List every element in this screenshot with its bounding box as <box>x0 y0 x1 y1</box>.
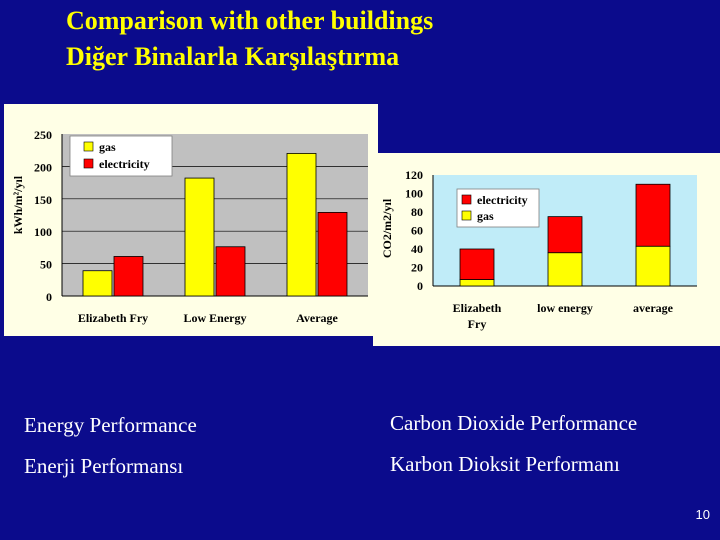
carbon-caption-english: Carbon Dioxide Performance <box>390 411 638 435</box>
legend: gas electricity <box>69 135 173 177</box>
y-axis-label: kWh/m²/yıl <box>11 175 25 234</box>
energy-chart-panel: 0 50 100 150 200 250 kWh/m²/yıl Elizabeth Fry Lo… <box>4 104 378 336</box>
bar-gas <box>635 245 671 287</box>
legend-swatch-electricity <box>461 194 472 205</box>
slide-title-english: Comparison with other buildings <box>66 6 434 35</box>
legend-swatch-electricity <box>83 158 94 169</box>
bar-electricity <box>547 216 583 254</box>
y-tick-label: 150 <box>34 193 52 207</box>
legend-label-electricity: electricity <box>477 193 528 207</box>
y-tick-label: 100 <box>34 225 52 239</box>
co2-chart: 0 20 40 60 80 100 120 CO2/m2/yıl Elizabeth Fry low… <box>380 168 697 331</box>
energy-caption-english: Energy Performance <box>24 413 197 437</box>
energy-chart: 0 50 100 150 200 250 kWh/m²/yıl Elizabeth Fry Lo… <box>11 128 368 325</box>
bar-electricity <box>317 212 348 297</box>
legend-label-gas: gas <box>477 209 494 223</box>
legend: electricity gas <box>456 188 540 228</box>
x-tick-label: Elizabeth Fry <box>78 311 148 325</box>
legend-swatch-gas <box>461 210 472 221</box>
legend-box <box>456 188 540 228</box>
y-tick-label: 120 <box>405 168 423 182</box>
bar-gas <box>82 270 113 297</box>
energy-caption-turkish: Enerji Performansı <box>24 454 184 478</box>
bar-gas <box>459 279 495 287</box>
carbon-caption-turkish: Karbon Dioksit Performanı <box>390 452 620 476</box>
x-tick-label: Average <box>296 311 338 325</box>
page-number: 10 <box>695 507 710 522</box>
y-tick-label: 60 <box>411 224 423 238</box>
y-tick-label: 50 <box>40 258 52 272</box>
y-tick-label: 80 <box>411 205 423 219</box>
legend-swatch-gas <box>83 141 94 152</box>
y-tick-label: 100 <box>405 187 423 201</box>
bar-gas <box>286 153 317 297</box>
bar-electricity <box>215 246 246 297</box>
co2-chart-panel: 0 20 40 60 80 100 120 CO2/m2/yıl Elizabeth Fry low… <box>373 153 720 346</box>
bar-electricity <box>113 256 144 297</box>
legend-label-gas: gas <box>99 140 116 154</box>
y-tick-label: 0 <box>417 279 423 293</box>
y-tick-label: 250 <box>34 128 52 142</box>
bar-electricity <box>459 248 495 280</box>
bar-gas <box>184 177 215 297</box>
x-tick-label: Elizabeth Fry <box>453 301 502 331</box>
bar-gas <box>547 252 583 287</box>
x-tick-label: low energy <box>537 301 593 315</box>
slide-title-turkish: Diğer Binalarla Karşılaştırma <box>66 42 400 71</box>
legend-label-electricity: electricity <box>99 157 150 171</box>
y-tick-label: 200 <box>34 160 52 174</box>
x-tick-label: Low Energy <box>184 311 247 325</box>
x-tick-label: average <box>633 301 674 315</box>
y-axis-label: CO2/m2/yıl <box>380 198 394 258</box>
y-tick-label: 40 <box>411 242 423 256</box>
y-tick-label: 20 <box>411 261 423 275</box>
bar-electricity <box>635 183 671 247</box>
y-tick-label: 0 <box>46 290 52 304</box>
